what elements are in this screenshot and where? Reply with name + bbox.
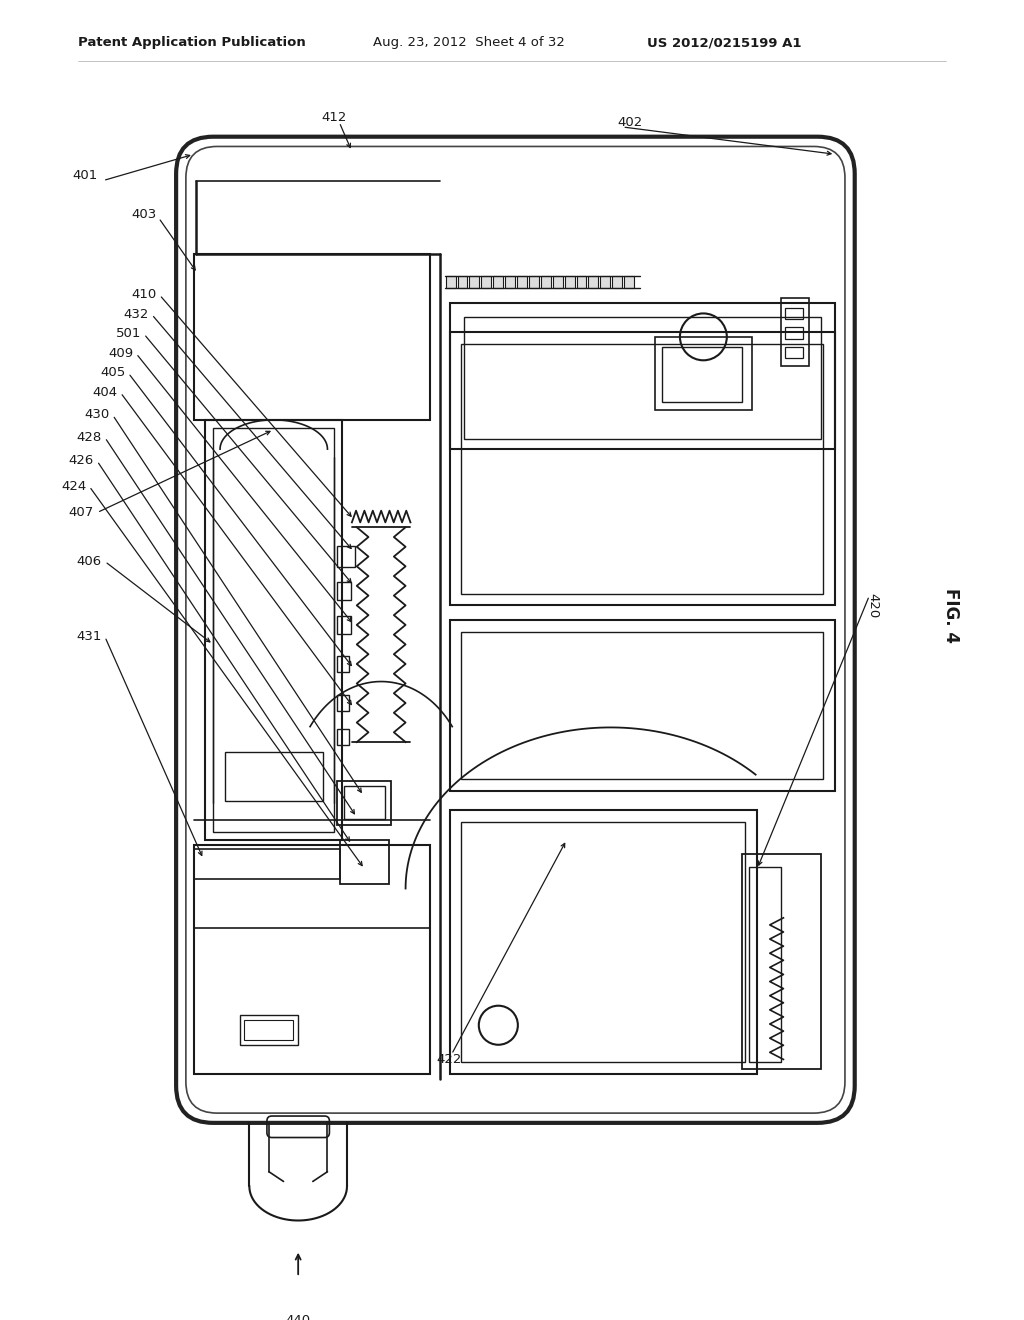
Bar	[337, 656, 349, 672]
Bar	[194, 845, 430, 1074]
Text: 430: 430	[84, 408, 110, 421]
Bar	[337, 781, 391, 825]
Bar	[517, 276, 527, 288]
Text: 420: 420	[866, 593, 880, 618]
Bar	[600, 276, 610, 288]
Bar	[464, 317, 820, 440]
Text: US 2012/0215199 A1: US 2012/0215199 A1	[647, 37, 801, 49]
Text: 412: 412	[322, 111, 347, 124]
Bar	[458, 276, 467, 288]
Bar	[344, 785, 385, 820]
Bar	[461, 343, 823, 594]
Bar	[340, 840, 389, 883]
Bar	[450, 620, 836, 791]
Bar	[337, 616, 351, 634]
Text: 426: 426	[69, 454, 94, 467]
Bar	[612, 276, 623, 288]
Bar	[494, 276, 503, 288]
Bar	[481, 276, 492, 288]
Bar	[245, 1020, 293, 1040]
Text: 424: 424	[61, 479, 86, 492]
Bar	[337, 582, 351, 599]
Bar	[194, 253, 430, 420]
Bar	[577, 276, 587, 288]
Text: 405: 405	[100, 367, 125, 379]
Text: 407: 407	[69, 506, 94, 519]
Bar	[445, 276, 456, 288]
Text: 403: 403	[131, 209, 157, 222]
Bar	[505, 276, 515, 288]
Bar	[785, 347, 803, 358]
Bar	[785, 308, 803, 319]
Bar	[553, 276, 562, 288]
Text: 501: 501	[116, 327, 141, 341]
Text: 409: 409	[108, 347, 133, 360]
Bar	[781, 298, 809, 366]
Text: Patent Application Publication: Patent Application Publication	[79, 37, 306, 49]
Bar	[529, 276, 539, 288]
Bar	[206, 420, 342, 840]
Bar	[624, 276, 634, 288]
Text: 404: 404	[92, 385, 118, 399]
Bar	[337, 545, 354, 568]
Bar	[450, 331, 836, 606]
Bar	[461, 632, 823, 779]
Text: 422: 422	[437, 1053, 462, 1067]
Text: 402: 402	[617, 116, 643, 128]
Text: 406: 406	[77, 554, 102, 568]
Text: 410: 410	[131, 288, 157, 301]
Text: 432: 432	[124, 308, 148, 321]
Bar	[469, 276, 479, 288]
Bar	[337, 730, 349, 744]
Bar	[194, 850, 340, 879]
Text: 428: 428	[77, 430, 102, 444]
Text: 401: 401	[73, 169, 98, 182]
Bar	[742, 854, 820, 1069]
Bar	[240, 1015, 298, 1044]
Bar	[450, 810, 757, 1074]
Bar	[654, 337, 753, 411]
Text: 431: 431	[77, 630, 102, 643]
Bar	[750, 867, 780, 1063]
Bar	[785, 327, 803, 339]
Bar	[461, 822, 745, 1063]
Bar	[564, 276, 574, 288]
Bar	[337, 696, 349, 711]
Text: FIG. 4: FIG. 4	[942, 587, 961, 643]
Bar	[450, 302, 836, 449]
Bar	[663, 347, 742, 403]
Bar	[213, 428, 334, 832]
Text: 440: 440	[286, 1313, 310, 1320]
Text: Aug. 23, 2012  Sheet 4 of 32: Aug. 23, 2012 Sheet 4 of 32	[374, 37, 565, 49]
Bar	[541, 276, 551, 288]
Bar	[225, 752, 323, 801]
Bar	[589, 276, 598, 288]
